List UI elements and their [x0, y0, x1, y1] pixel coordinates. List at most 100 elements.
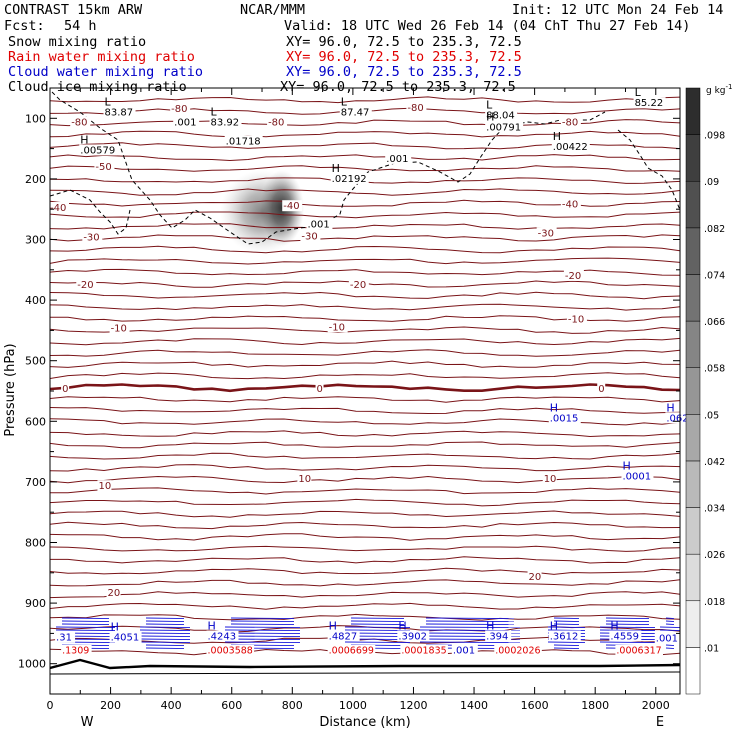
- cloud-water-contour-line: [553, 647, 580, 650]
- x-tick-label: 600: [221, 699, 242, 712]
- cloud-water-contour-line: [547, 626, 586, 629]
- y-tick-label: 200: [25, 173, 46, 186]
- temperature-contour: [50, 625, 680, 633]
- temperature-contour: [50, 337, 680, 346]
- field-xy-snow: XY= 96.0, 72.5 to 235.3, 72.5: [286, 34, 522, 50]
- x-tick-label: 0: [47, 699, 54, 712]
- temperature-contour: [50, 418, 680, 426]
- cloud-water-contour-line: [61, 620, 110, 623]
- model-title: CONTRAST 15km ARW: [4, 2, 143, 18]
- temperature-label: 10: [298, 474, 311, 485]
- cloud-water-contour-line: [230, 617, 295, 620]
- extremum-label-mark: L: [105, 95, 112, 108]
- cloud-water-contour-line: [553, 617, 580, 620]
- cloud-water-label-mark: H: [550, 619, 558, 632]
- extremum-label: .001: [386, 154, 408, 165]
- colorbar-tick-label: .09: [704, 177, 719, 188]
- temperature-contour: [50, 556, 680, 564]
- temperature-contour: [50, 211, 680, 219]
- cloud-water-contour-line: [145, 617, 185, 620]
- cloud-water-contour-line: [553, 644, 580, 647]
- cloud-water-contour-line: [139, 626, 191, 629]
- cloud-water-contour-line: [605, 620, 650, 623]
- temperature-contour: [50, 291, 680, 300]
- temperature-label-bg: [297, 472, 312, 484]
- colorbar-swatch: [685, 460, 701, 508]
- temperature-contour: [50, 567, 680, 575]
- x-tick-label: 2000: [642, 699, 670, 712]
- cloud-water-contour-line: [419, 641, 521, 644]
- temperature-label-bg: [94, 160, 115, 172]
- rain-label: .0003588: [208, 645, 253, 656]
- temperature-label-bg: [97, 480, 112, 492]
- temperature-label: -10: [568, 315, 584, 326]
- extremum-label: 83.92: [211, 118, 240, 129]
- extremum-label: .00579: [80, 145, 115, 156]
- temperature-label: 10: [98, 481, 111, 492]
- colorbar-swatch: [685, 507, 701, 555]
- temperature-label: -30: [538, 228, 554, 239]
- cloud-water-label: .3612: [550, 631, 579, 642]
- temperature-contour: [50, 579, 680, 587]
- temperature-contour: [50, 303, 680, 311]
- colorbar-swatch: [685, 320, 701, 368]
- cloud-water-label-mark: H: [610, 619, 618, 632]
- cloud-water-contour-line: [659, 629, 680, 632]
- cloud-water-label: .4827: [329, 631, 358, 642]
- colorbar-swatch: [685, 414, 701, 462]
- extremum-label-bg: [330, 172, 369, 184]
- colorbar-tick-label: .082: [704, 224, 725, 235]
- colorbar-tick-label: .01: [704, 643, 719, 654]
- cloud-water-contour-line: [419, 626, 521, 629]
- rain-label: .0006699: [329, 645, 374, 656]
- cloud-water-label: .4051: [111, 633, 140, 644]
- y-tick-label: 600: [25, 415, 46, 428]
- freezing-level-contour: [50, 383, 680, 393]
- temperature-label: -30: [301, 232, 317, 243]
- colorbar-swatch: [685, 367, 701, 415]
- extremum-label-bg: [339, 106, 372, 118]
- rain-label-bg: [400, 644, 448, 656]
- cloud-water-label: .3902: [398, 631, 427, 642]
- cloud-water-label-bg: [109, 631, 142, 643]
- ice-shading-halo: [220, 170, 304, 254]
- extremum-label: .02192: [332, 174, 367, 185]
- cloud-water-label: .001: [453, 645, 475, 656]
- x-tick-label: 400: [161, 699, 182, 712]
- cloud-ice-contour-east: [617, 129, 680, 211]
- cloud-water-contour-line: [665, 617, 675, 620]
- colorbar-tick-label: .018: [704, 597, 725, 608]
- cloud-water-contour-line: [61, 617, 110, 620]
- rain-label-bg: [327, 644, 376, 656]
- cloud-water-contour-line: [599, 629, 656, 632]
- cloud-water-contour-line: [224, 626, 301, 629]
- temperature-label: -10: [329, 322, 345, 333]
- colorbar-swatch: [685, 553, 701, 602]
- temperature-label: 10: [544, 474, 557, 485]
- cloud-water-contour-line: [599, 626, 656, 629]
- cloud-water-contour-line: [55, 626, 116, 629]
- cloud-water-label-bg: [206, 630, 239, 642]
- colorbar-swatch: [685, 647, 701, 695]
- rain-label-bg: [206, 644, 255, 656]
- temperature-contour: [50, 464, 680, 472]
- extremum-label: .01718: [226, 136, 261, 147]
- temperature-contour: [50, 602, 680, 610]
- temperature-label: 20: [529, 572, 542, 583]
- cloud-water-label-bg: [621, 470, 654, 482]
- x-tick-label: 800: [282, 699, 303, 712]
- extremum-label: .00791: [486, 122, 521, 133]
- temperature-contour: [50, 475, 680, 484]
- cloud-water-contour-line: [230, 623, 295, 626]
- colorbar-swatch: [685, 87, 701, 135]
- temperature-contour: [50, 234, 680, 242]
- extremum-label: 88.04: [486, 110, 515, 121]
- cloud-water-label-bg: [55, 631, 76, 643]
- cloud-water-contour-line: [224, 629, 301, 632]
- temperature-contour: [50, 154, 680, 162]
- field-name-snow: Snow mixing ratio: [8, 34, 147, 50]
- field-xy-cloud-ice: XY= 96.0, 72.5 to 235.3, 72.5: [280, 79, 516, 95]
- extremum-label: 85.22: [635, 98, 664, 109]
- cloud-water-contour-line: [145, 644, 185, 647]
- colorbar-tick-label: .042: [704, 457, 725, 468]
